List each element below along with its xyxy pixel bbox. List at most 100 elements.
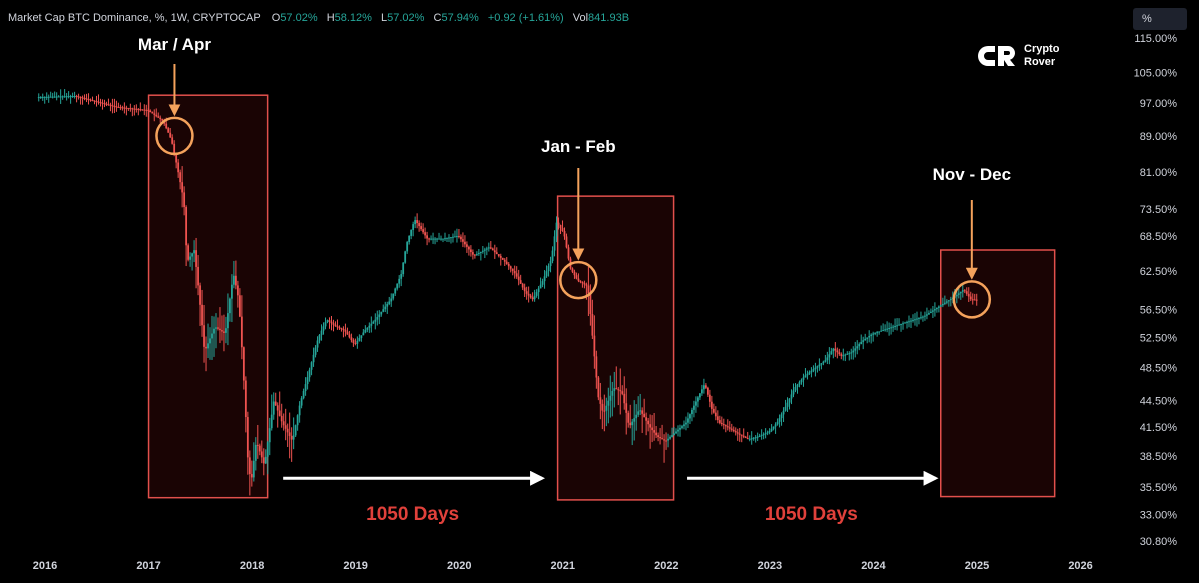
candle-body — [296, 415, 299, 426]
low-label: L — [381, 12, 388, 24]
candle-body — [205, 346, 207, 349]
candle-body — [497, 254, 500, 256]
candle-body — [260, 451, 263, 458]
candle-body — [71, 96, 74, 98]
candle-body — [183, 192, 186, 207]
candle-body — [147, 110, 150, 112]
candle-body — [201, 304, 203, 326]
candle-body — [838, 352, 841, 355]
candle-body — [475, 254, 478, 256]
candle-body — [914, 319, 916, 321]
candle-body — [900, 323, 902, 325]
candle-body — [521, 283, 524, 288]
candle-body — [444, 238, 446, 240]
candle-body — [400, 274, 403, 279]
low-value: 57.02% — [387, 12, 425, 24]
volume-suffix: B — [621, 12, 630, 24]
candle-body — [768, 430, 771, 433]
candle-body — [95, 101, 98, 103]
percent-scale-button[interactable]: % — [1133, 8, 1187, 30]
candle-body — [177, 162, 180, 173]
candle-body — [541, 281, 544, 285]
candle-body — [113, 105, 116, 107]
candle-body — [83, 97, 86, 99]
candle-body — [667, 438, 669, 441]
candle-body — [57, 96, 60, 98]
candle-body — [290, 435, 293, 440]
candle-body — [613, 388, 616, 391]
candle-body — [107, 104, 110, 106]
candle-body — [772, 426, 775, 429]
candle-body — [55, 96, 58, 98]
candle-body — [547, 266, 550, 272]
candle-body — [77, 96, 80, 98]
candle-body — [342, 328, 345, 330]
candle-body — [159, 117, 162, 120]
candle-body — [647, 420, 650, 425]
candle-body — [906, 321, 908, 323]
candle-body — [790, 394, 793, 399]
candle-body — [918, 317, 920, 319]
candle-body — [699, 393, 701, 398]
candle-body — [418, 223, 421, 227]
candle-body — [878, 331, 881, 333]
change-value: +0.92 (+1.61%) — [487, 12, 564, 24]
candle-body — [637, 411, 640, 415]
candle-body — [505, 261, 508, 264]
candle-body — [764, 433, 767, 435]
candle-body — [61, 96, 64, 98]
candle-body — [468, 246, 470, 250]
candle-body — [422, 229, 424, 233]
candle-body — [370, 323, 373, 326]
candle-body — [718, 420, 721, 423]
candle-body — [742, 435, 745, 437]
candle-body — [818, 364, 821, 367]
candle-body — [595, 356, 598, 378]
annotation-label-2: Jan - Feb — [541, 137, 616, 156]
candle-body — [280, 415, 283, 422]
candle-body — [406, 242, 409, 252]
candle-body — [920, 317, 922, 319]
candle-body — [151, 112, 154, 114]
y-tick-label: 115.00% — [1134, 33, 1177, 45]
candle-body — [392, 293, 395, 299]
candle-body — [63, 96, 66, 98]
candle-body — [629, 422, 632, 426]
candle-body — [489, 247, 492, 249]
candle-body — [916, 318, 918, 320]
candle-body — [756, 436, 759, 438]
candle-body — [704, 385, 707, 388]
candle-body — [736, 432, 739, 434]
candle-body — [189, 256, 191, 260]
candle-body — [310, 362, 313, 370]
x-tick-label: 2026 — [1068, 560, 1092, 572]
candle-body — [314, 347, 317, 355]
candle-body — [318, 334, 321, 341]
candle-body — [898, 324, 900, 326]
candle-body — [328, 320, 331, 322]
candle-body — [625, 403, 628, 413]
candle-body — [597, 377, 600, 398]
candle-body — [322, 326, 325, 331]
candle-body — [219, 328, 221, 331]
candle-body — [300, 398, 303, 406]
candle-body — [802, 377, 805, 380]
candle-body — [758, 435, 761, 437]
candle-body — [609, 395, 612, 401]
candle-body — [101, 102, 104, 104]
candle-body — [109, 104, 112, 106]
candle-body — [635, 414, 638, 419]
candle-body — [69, 96, 72, 98]
candle-body — [173, 143, 176, 154]
candle-body — [223, 331, 225, 333]
candle-body — [336, 326, 339, 328]
candle-body — [292, 435, 295, 440]
candle-body — [643, 413, 646, 418]
candle-body — [848, 353, 851, 355]
candle-body — [519, 280, 522, 284]
candle-body — [870, 334, 873, 337]
candle-body — [695, 401, 697, 406]
candle-body — [957, 293, 960, 295]
candle-body — [778, 418, 781, 422]
